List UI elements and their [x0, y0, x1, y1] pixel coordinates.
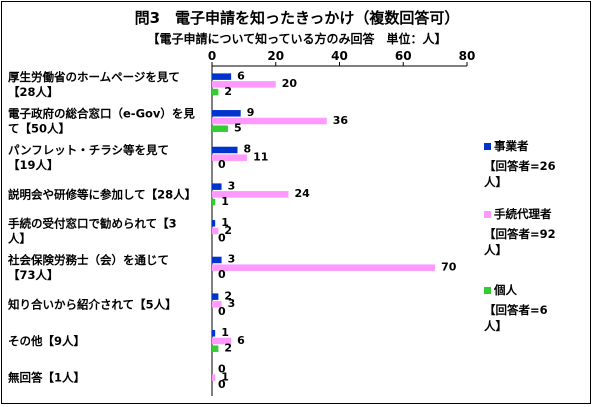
data-label: 36 [333, 114, 349, 127]
bar [212, 264, 436, 271]
bar [212, 125, 228, 132]
legend-label: 個人 [493, 283, 517, 297]
x-tick-label: 20 [267, 49, 284, 63]
category-label: 厚生労働省のホームページを見て [8, 70, 180, 84]
data-label: 0 [218, 158, 226, 171]
x-tick-label: 40 [331, 49, 348, 63]
bar [212, 73, 232, 80]
legend-respondents: 人】 [484, 175, 507, 189]
data-label: 9 [247, 106, 255, 119]
bar [212, 183, 222, 190]
category-label: 【28人】 [8, 85, 59, 99]
data-label: 6 [237, 334, 245, 347]
data-label: 0 [218, 268, 226, 281]
category-label: て【50人】 [8, 122, 70, 136]
category-label: パンフレット・チラシ等を見て [8, 143, 169, 157]
chart-title: 問3 電子申請を知ったきっかけ（複数回答可） [134, 9, 460, 27]
data-label: 3 [228, 253, 236, 266]
bar [212, 330, 216, 337]
data-label: 3 [228, 179, 236, 192]
bar [212, 337, 232, 345]
category-label: 【19人】 [8, 158, 59, 172]
bar [212, 293, 219, 300]
data-label: 0 [218, 231, 226, 244]
data-label: 20 [282, 77, 298, 90]
data-label: 0 [218, 363, 226, 376]
data-label: 3 [228, 297, 236, 310]
bar [212, 301, 222, 308]
data-label: 2 [224, 289, 232, 302]
legend-swatch [484, 287, 491, 294]
data-label: 1 [221, 216, 229, 229]
data-label: 5 [234, 121, 242, 134]
data-label: 1 [221, 326, 229, 339]
category-label: 社会保険労務士（会）を通じて [7, 253, 169, 267]
category-label: 電子政府の総合窓口（e-Gov）を見 [8, 107, 195, 121]
legend-respondents: 【回答者=92 [484, 227, 556, 241]
bar [212, 198, 216, 206]
bar [212, 256, 222, 264]
bar [212, 154, 248, 161]
data-label: 1 [221, 195, 229, 208]
data-label: 2 [224, 224, 232, 237]
x-tick-label: 60 [395, 49, 412, 63]
x-tick-label: 80 [459, 49, 476, 63]
data-label: 2 [224, 341, 232, 354]
legend-respondents: 【回答者=26 [484, 159, 556, 173]
data-label: 1 [221, 370, 229, 383]
bar [212, 81, 276, 88]
x-tick-label: 0 [208, 49, 216, 63]
data-label: 24 [295, 187, 311, 200]
category-label: 無回答【1人】 [8, 371, 85, 385]
data-label: 6 [237, 69, 245, 82]
legend-respondents: 人】 [484, 243, 507, 257]
bar [212, 227, 219, 235]
legend-label: 事業者 [494, 139, 529, 153]
legend-swatch [484, 143, 491, 150]
category-label: 知り合いから紹介されて【5人】 [7, 297, 177, 311]
bar [212, 117, 327, 125]
category-label: 手続の受付窓口で勧められて【3 [8, 217, 177, 231]
chart-subtitle: 【電子申請について知っている方のみ回答 単位：人】 [147, 32, 447, 46]
data-label: 11 [253, 150, 268, 163]
data-label: 0 [218, 378, 226, 391]
category-label: その他【9人】 [8, 334, 85, 348]
data-label: 2 [224, 85, 232, 98]
category-label: 【73人】 [8, 268, 59, 282]
category-label: 人】 [8, 232, 31, 246]
bar [212, 191, 289, 198]
bar [212, 374, 216, 381]
bar [212, 110, 241, 117]
data-label: 70 [441, 260, 457, 273]
bar [212, 88, 219, 96]
bar [212, 146, 238, 154]
bar [212, 220, 216, 227]
legend-label: 手続代理者 [494, 207, 552, 221]
data-label: 8 [244, 143, 252, 156]
legend-respondents: 人】 [484, 319, 507, 333]
category-label: 説明会や研修等に参加して【28人】 [8, 187, 196, 201]
data-label: 0 [218, 305, 226, 318]
bar [212, 345, 219, 352]
legend-respondents: 【回答者=6 [484, 303, 548, 317]
legend-swatch [484, 211, 491, 218]
